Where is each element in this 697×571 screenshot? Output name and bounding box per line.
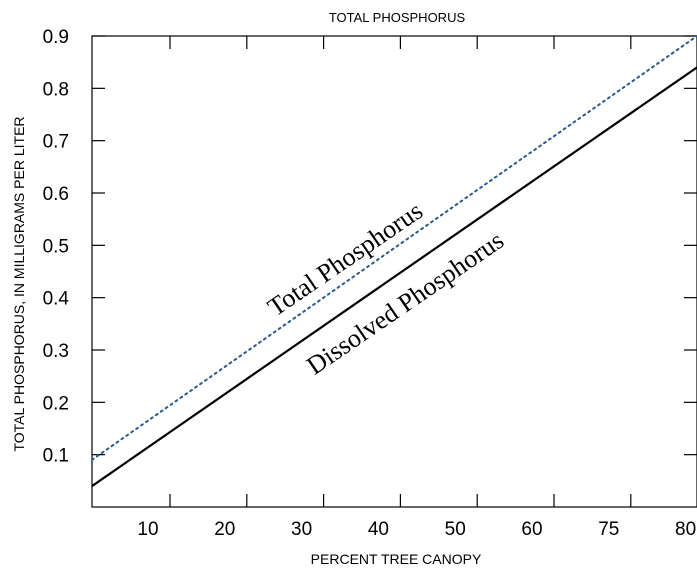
y-tick-label: 0.2 [43, 393, 69, 414]
series-label-dissolved-phosphorus: Dissolved Phosphorus [301, 226, 509, 381]
y-axis: 0.1 0.2 0.3 0.4 0.5 0.6 0.7 0.8 0.9 [43, 27, 697, 467]
x-tick-label: 75 [598, 519, 619, 540]
plot-frame [91, 35, 697, 508]
x-axis: 10 20 30 40 50 60 75 80 [137, 36, 696, 540]
y-tick-label: 0.6 [43, 184, 69, 205]
y-tick-label: 0.9 [43, 27, 69, 48]
x-axis-title: PERCENT TREE CANOPY [311, 551, 482, 567]
y-tick-label: 0.5 [43, 236, 69, 257]
y-tick-label: 0.7 [43, 132, 69, 153]
y-tick-label: 0.4 [43, 289, 70, 310]
y-tick-label: 0.8 [43, 79, 69, 100]
x-tick-label: 20 [214, 519, 235, 540]
x-tick-label: 50 [445, 519, 466, 540]
series-line-total-phosphorus [91, 35, 697, 461]
series-line-dissolved-phosphorus [91, 66, 697, 487]
chart-title: TOTAL PHOSPHORUS [329, 10, 466, 25]
x-tick-label: 60 [521, 519, 542, 540]
y-tick-label: 0.3 [43, 341, 69, 362]
x-tick-label: 30 [291, 519, 312, 540]
x-tick-label: 40 [368, 519, 389, 540]
x-tick-label: 10 [137, 519, 158, 540]
x-tick-label: 80 [675, 519, 696, 540]
series-layer [91, 35, 697, 487]
y-axis-title: TOTAL PHOSPHORUS, IN MILLIGRAMS PER LITE… [11, 116, 27, 451]
y-tick-label: 0.1 [43, 446, 69, 467]
